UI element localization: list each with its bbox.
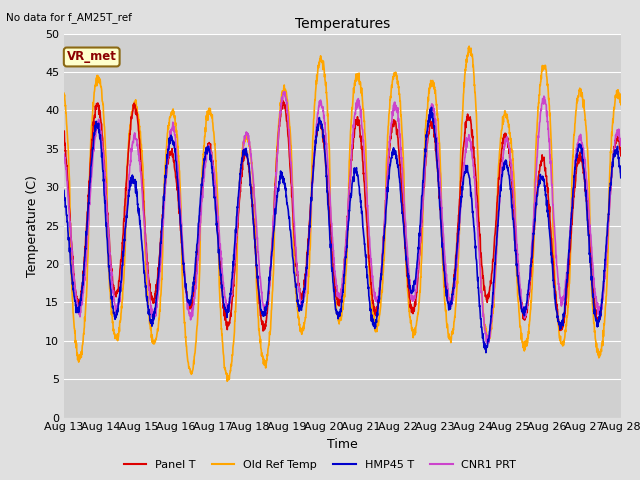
Y-axis label: Temperature (C): Temperature (C)	[26, 175, 40, 276]
CNR1 PRT	[505, 142, 513, 148]
Text: VR_met: VR_met	[67, 50, 116, 63]
CNR1 PRT	[568, 204, 576, 210]
HMP45 T	[216, 256, 223, 262]
CNR1 PRT	[60, 151, 68, 156]
Old Ref Temp	[223, 378, 231, 384]
HMP45 T	[568, 204, 576, 210]
Panel T	[371, 310, 379, 315]
HMP45 T	[617, 175, 625, 180]
CNR1 PRT	[617, 142, 625, 147]
HMP45 T	[60, 188, 68, 193]
Panel T	[216, 249, 223, 254]
CNR1 PRT	[281, 89, 289, 95]
Text: No data for f_AM25T_ref: No data for f_AM25T_ref	[6, 12, 132, 23]
Old Ref Temp	[60, 90, 68, 96]
Panel T	[60, 128, 68, 134]
CNR1 PRT	[216, 230, 223, 236]
X-axis label: Time: Time	[327, 438, 358, 451]
CNR1 PRT	[484, 341, 492, 347]
Old Ref Temp	[465, 43, 473, 49]
Panel T	[568, 221, 576, 227]
Line: Panel T: Panel T	[64, 101, 621, 331]
Panel T	[617, 153, 625, 158]
Old Ref Temp	[505, 124, 513, 130]
Panel T	[259, 328, 267, 334]
Line: CNR1 PRT: CNR1 PRT	[64, 92, 621, 344]
HMP45 T	[584, 217, 591, 223]
Panel T	[505, 144, 513, 150]
Panel T	[359, 158, 367, 164]
Legend: Panel T, Old Ref Temp, HMP45 T, CNR1 PRT: Panel T, Old Ref Temp, HMP45 T, CNR1 PRT	[119, 456, 521, 474]
HMP45 T	[371, 323, 378, 329]
CNR1 PRT	[359, 127, 367, 132]
Title: Temperatures: Temperatures	[295, 17, 390, 31]
Old Ref Temp	[371, 320, 379, 325]
Old Ref Temp	[617, 102, 625, 108]
HMP45 T	[428, 105, 435, 110]
Line: HMP45 T: HMP45 T	[64, 108, 621, 353]
Line: Old Ref Temp: Old Ref Temp	[64, 46, 621, 381]
CNR1 PRT	[584, 190, 591, 196]
Panel T	[278, 98, 286, 104]
Old Ref Temp	[216, 282, 223, 288]
Old Ref Temp	[568, 175, 576, 181]
Old Ref Temp	[359, 100, 367, 106]
HMP45 T	[482, 350, 490, 356]
HMP45 T	[505, 172, 513, 178]
Old Ref Temp	[584, 145, 591, 151]
HMP45 T	[358, 215, 366, 220]
Panel T	[584, 211, 591, 217]
CNR1 PRT	[371, 289, 379, 295]
